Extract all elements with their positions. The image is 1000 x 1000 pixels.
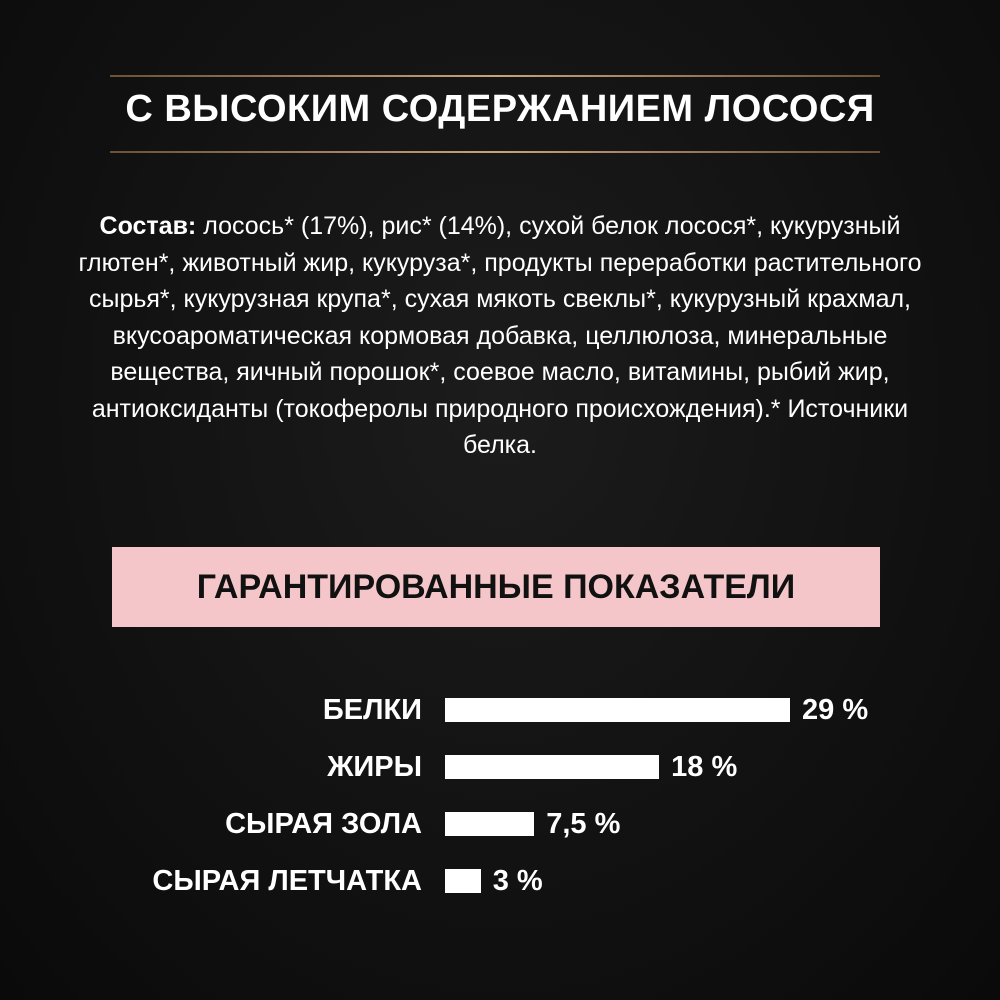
bar (445, 869, 481, 893)
bar-value-label: 18 % (671, 750, 738, 783)
guaranteed-title: ГАРАНТИРОВАННЫЕ ПОКАЗАТЕЛИ (196, 567, 796, 606)
bar-label: СЫРАЯ ЗОЛА (225, 807, 422, 840)
top-divider (110, 75, 880, 77)
bar (445, 755, 660, 779)
bar-value-label: 7,5 % (546, 807, 621, 840)
bar-value-label: 29 % (802, 693, 869, 726)
bar-label: СЫРАЯ ЛЕТЧАТКА (152, 864, 422, 897)
bar-label: ЖИРЫ (327, 750, 422, 783)
bottom-divider (110, 151, 880, 153)
bar-row: БЕЛКИ 29 % (0, 690, 1000, 730)
guaranteed-header: ГАРАНТИРОВАННЫЕ ПОКАЗАТЕЛИ (112, 547, 880, 627)
bar-row: СЫРАЯ ЛЕТЧАТКА 3 % (0, 861, 1000, 901)
bar-row: ЖИРЫ 18 % (0, 747, 1000, 787)
bar-value-label: 3 % (492, 864, 543, 897)
bar (445, 812, 535, 836)
bar-row: СЫРАЯ ЗОЛА 7,5 % (0, 804, 1000, 844)
bar (445, 698, 790, 722)
bar-label: БЕЛКИ (322, 693, 422, 726)
page-title: С ВЫСОКИМ СОДЕРЖАНИЕМ ЛОСОСЯ (125, 88, 875, 130)
composition-label: Состав: (99, 212, 197, 240)
composition-body: лосось* (17%), рис* (14%), сухой белок л… (78, 212, 922, 459)
composition-text: Состав: лосось* (17%), рис* (14%), сухой… (60, 208, 940, 464)
